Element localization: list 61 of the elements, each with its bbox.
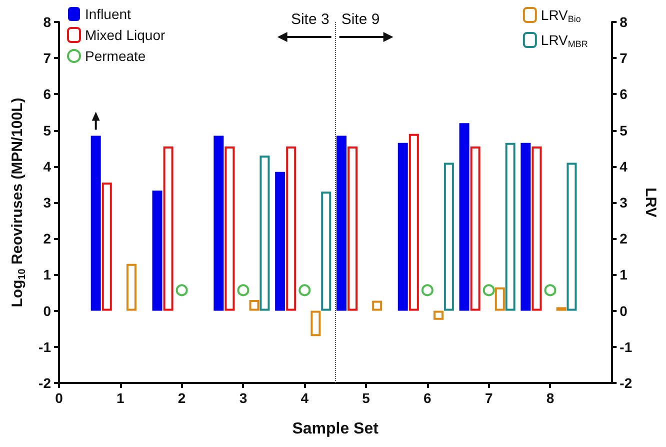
x-tick-label: 7: [484, 390, 493, 406]
y-tick-label: 1: [43, 266, 52, 283]
bar: [286, 146, 296, 311]
y2-tick-label: 1: [620, 266, 628, 283]
bar: [163, 146, 174, 311]
annotation: Site 3: [290, 11, 330, 28]
y2-tick-label: 4: [620, 158, 628, 174]
legend-label: Influent: [85, 6, 132, 22]
x-tick-label: 1: [116, 390, 125, 406]
y-tick-label: 3: [43, 194, 52, 210]
bar: [408, 134, 419, 311]
x-tick-label: 4: [300, 390, 309, 406]
y-tick-label: 6: [43, 86, 52, 102]
bar: [444, 162, 454, 311]
y2-tick-label: 0: [620, 302, 628, 319]
bar: [310, 310, 321, 336]
x-tick-label: 8: [546, 390, 554, 406]
y2-tick-label: 2: [620, 230, 628, 247]
bar: [433, 310, 444, 320]
y-tick-label: 7: [43, 50, 52, 66]
x-tick-label: 6: [424, 390, 432, 406]
y2-tick-label: 7: [620, 50, 628, 66]
y2-tick-label: 3: [620, 194, 628, 210]
annotation: Site 9: [341, 11, 380, 28]
bar: [224, 146, 235, 311]
y-axis-title: Log10 Reoviruses (MPN/100L): [9, 98, 28, 308]
y-tick-label: -2: [38, 375, 52, 391]
x-tick-label: 2: [178, 390, 186, 406]
bar: [321, 192, 332, 311]
x-axis-title: Sample Set: [292, 420, 380, 438]
y-tick-label: 4: [43, 158, 52, 174]
bar: [126, 264, 136, 311]
x-tick-label: 3: [239, 390, 248, 406]
y2-tick-label: 5: [620, 122, 628, 138]
y2-tick-label: -1: [620, 338, 632, 355]
y-tick-label: 0: [43, 302, 52, 319]
bar: [102, 182, 112, 311]
y-tick-label: -1: [38, 338, 52, 355]
bar: [336, 136, 346, 311]
legend-label: Permeate: [85, 48, 146, 64]
bar: [214, 136, 224, 311]
x-tick-label: 0: [55, 390, 64, 406]
y-tick-label: 2: [43, 230, 52, 247]
y-tick-label: 8: [43, 14, 52, 30]
legend-label: Mixed Liquor: [85, 27, 166, 43]
bar: [152, 190, 162, 311]
bar: [348, 146, 358, 311]
y2-tick-label: 8: [620, 14, 628, 30]
bar: [398, 142, 408, 311]
y-tick-label: 5: [43, 122, 52, 138]
bar: [532, 146, 542, 311]
x-tick-label: 5: [362, 390, 370, 406]
bar: [520, 142, 531, 311]
bar: [470, 146, 480, 311]
y2-tick-label: 6: [620, 86, 628, 102]
y2-tick-label: -2: [620, 375, 632, 391]
bar: [372, 300, 382, 311]
bar: [275, 172, 286, 311]
y2-axis-title: LRV: [642, 188, 659, 218]
bar: [90, 136, 101, 311]
bar: [459, 123, 470, 311]
